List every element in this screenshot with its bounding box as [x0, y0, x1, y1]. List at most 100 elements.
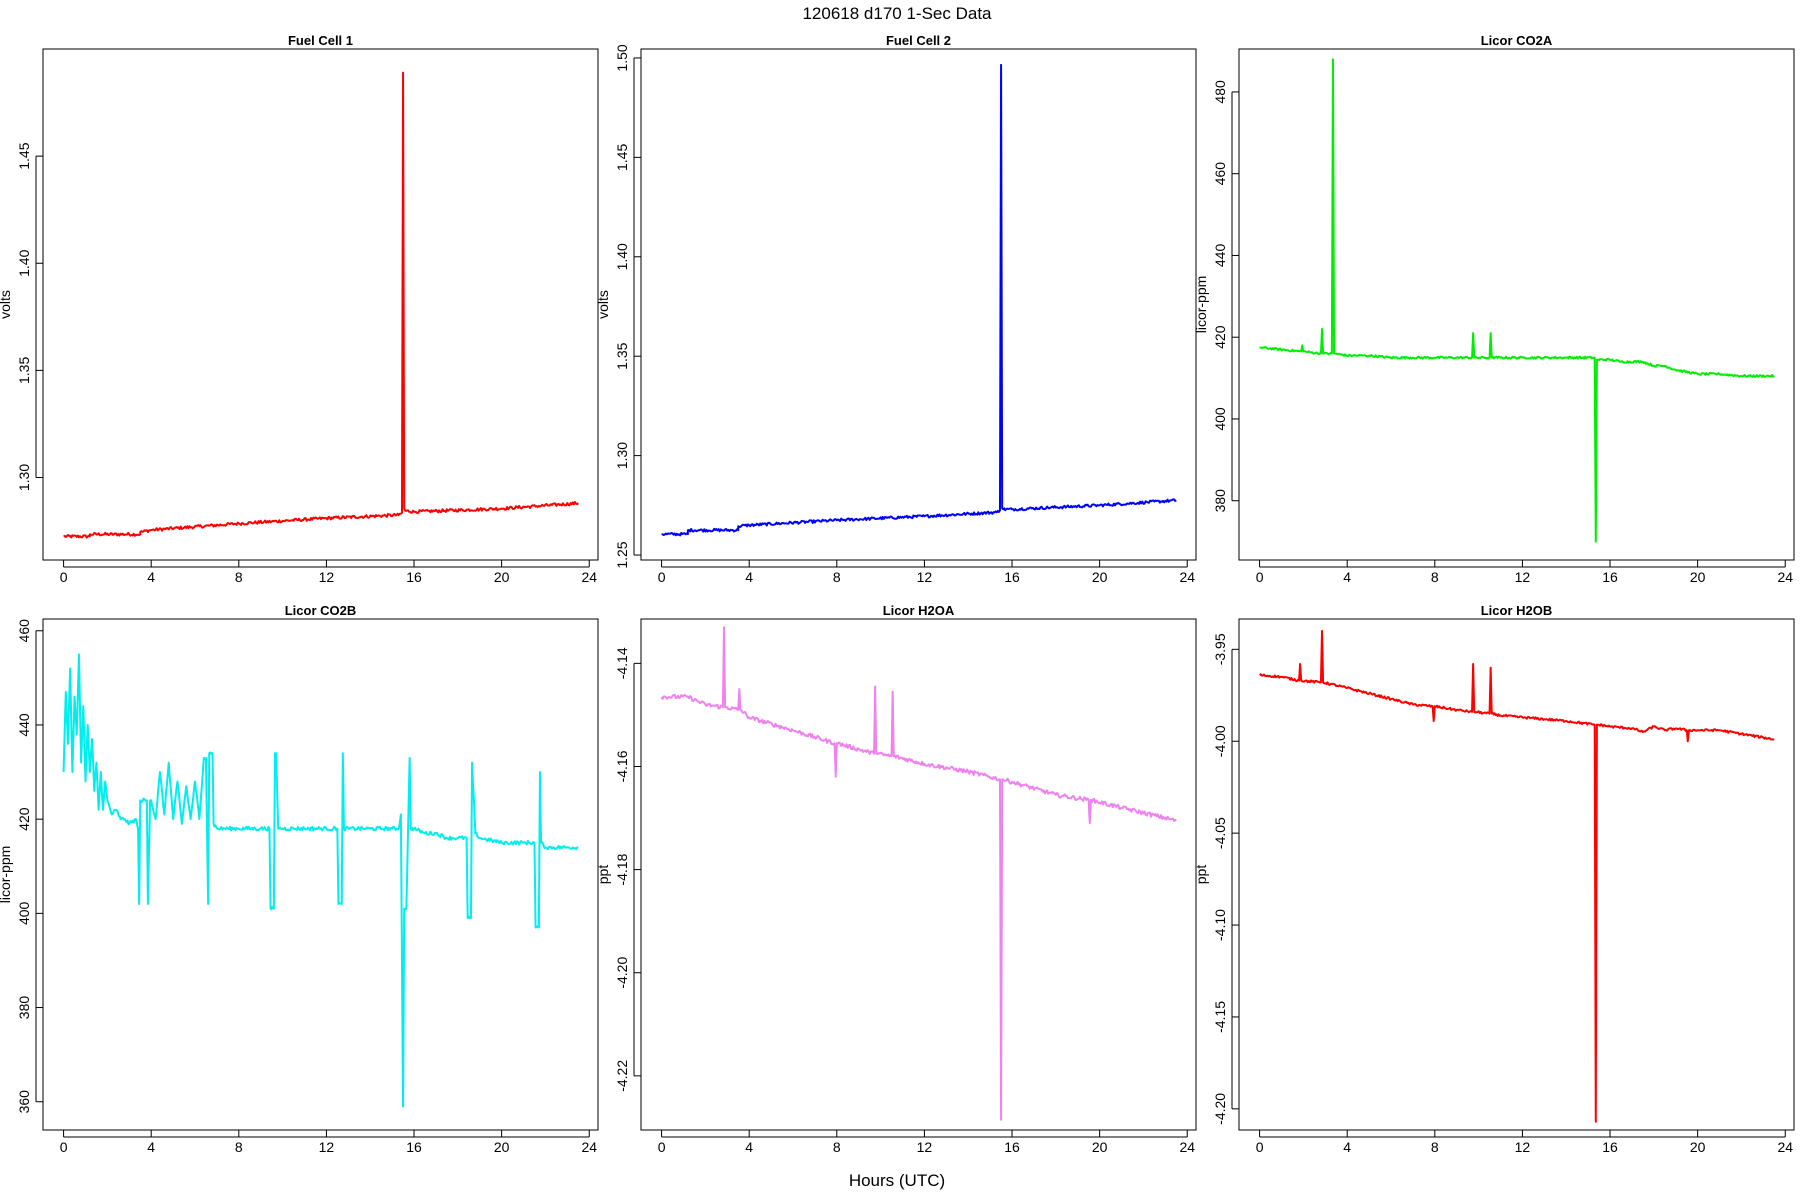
y-tick-label: 1.35	[16, 357, 32, 384]
x-tick-label: 8	[235, 1139, 243, 1155]
plot-frame	[640, 48, 1197, 561]
y-tick-label: -4.05	[1212, 817, 1228, 849]
x-tick-label: 24	[581, 1139, 597, 1155]
plot-frame	[42, 48, 599, 561]
panel-2: Licor CO2A licor-ppm 0 4 8 12 16 20 24 380 400 420 4…	[1193, 33, 1795, 585]
series-line	[63, 71, 579, 539]
plot-frame	[640, 618, 1197, 1131]
y-axis-label: ppt	[1193, 865, 1209, 885]
y-tick-label: 380	[16, 996, 32, 1020]
x-tick-label: 4	[745, 569, 753, 585]
y-tick-label: 420	[1212, 325, 1228, 349]
panel-title: Licor CO2B	[285, 603, 357, 618]
panel-4: Licor H2OA ppt 0 4 8 12 16 20 24 -4.22 -4.20 -4.18 -…	[595, 603, 1197, 1155]
x-tick-label: 16	[1602, 569, 1618, 585]
y-tick-label: -3.95	[1212, 633, 1228, 665]
x-tick-label: 12	[1515, 1139, 1531, 1155]
x-tick-label: 24	[1777, 1139, 1793, 1155]
y-tick-label: -4.22	[614, 1060, 630, 1092]
x-tick-label: 12	[319, 569, 335, 585]
x-tick-label: 12	[917, 569, 933, 585]
x-tick-label: 20	[1092, 569, 1108, 585]
y-tick-label: 420	[16, 807, 32, 831]
series-line	[1259, 629, 1775, 1123]
x-tick-label: 8	[1431, 569, 1439, 585]
y-tick-label: 1.45	[614, 144, 630, 171]
x-tick-label: 12	[319, 1139, 335, 1155]
x-tick-label: 24	[1777, 569, 1793, 585]
x-tick-label: 0	[60, 1139, 68, 1155]
x-tick-label: 4	[147, 569, 155, 585]
y-tick-label: -4.14	[614, 647, 630, 679]
series-line	[660, 626, 1177, 1121]
x-tick-label: 8	[833, 1139, 841, 1155]
y-axis-label: licor-ppm	[0, 846, 13, 904]
x-tick-label: 16	[406, 1139, 422, 1155]
y-tick-label: 1.30	[16, 464, 32, 491]
panel-title: Licor H2OA	[883, 603, 955, 618]
panel-3: Licor CO2B licor-ppm 0 4 8 12 16 20 24 360 380 400 4…	[0, 603, 599, 1155]
y-tick-label: 1.40	[614, 243, 630, 270]
y-tick-label: 400	[16, 901, 32, 925]
x-tick-label: 20	[494, 1139, 510, 1155]
x-tick-label: 16	[1004, 1139, 1020, 1155]
panel-1: Fuel Cell 2 volts 0 4 8 12 16 20 24 1.25 1.30 1.35 1…	[595, 33, 1197, 585]
y-tick-label: 1.50	[614, 44, 630, 71]
y-tick-label: 1.30	[614, 442, 630, 469]
chart-panels: Fuel Cell 1 volts 0 4 8 12 16 20 24 1.30 1.35 1.40 1…	[0, 33, 1795, 1155]
figure-title: 120618 d170 1-Sec Data	[802, 4, 992, 23]
panel-0: Fuel Cell 1 volts 0 4 8 12 16 20 24 1.30 1.35 1.40 1…	[0, 33, 599, 585]
x-tick-label: 0	[658, 1139, 666, 1155]
y-tick-label: 440	[1212, 244, 1228, 268]
series-line	[1259, 58, 1775, 543]
x-tick-label: 20	[494, 569, 510, 585]
y-tick-label: 1.35	[614, 342, 630, 369]
x-tick-label: 24	[1179, 569, 1195, 585]
x-tick-label: 24	[581, 569, 597, 585]
series-line	[661, 63, 1177, 537]
x-tick-label: 4	[147, 1139, 155, 1155]
x-tick-label: 24	[1179, 1139, 1195, 1155]
x-tick-label: 8	[235, 569, 243, 585]
x-tick-label: 16	[406, 569, 422, 585]
y-tick-label: 380	[1212, 489, 1228, 513]
panel-5: Licor H2OB ppt 0 4 8 12 16 20 24 -4.20 -4.15 -4.10 -…	[1193, 603, 1795, 1155]
y-tick-label: 460	[1212, 162, 1228, 186]
x-tick-label: 0	[60, 569, 68, 585]
y-tick-label: -4.16	[614, 750, 630, 782]
plot-frame	[42, 618, 599, 1131]
y-tick-label: 400	[1212, 407, 1228, 431]
x-tick-label: 4	[1343, 569, 1351, 585]
y-tick-label: -4.00	[1212, 725, 1228, 757]
x-tick-label: 12	[1515, 569, 1531, 585]
y-axis-label: volts	[0, 290, 13, 319]
y-tick-label: 1.25	[614, 541, 630, 568]
y-tick-label: -4.10	[1212, 909, 1228, 941]
y-tick-label: 1.45	[16, 142, 32, 169]
panel-title: Fuel Cell 1	[288, 33, 353, 48]
y-tick-label: -4.20	[614, 957, 630, 989]
x-tick-label: 4	[745, 1139, 753, 1155]
x-tick-label: 20	[1092, 1139, 1108, 1155]
panel-title: Fuel Cell 2	[886, 33, 951, 48]
y-tick-label: 460	[16, 619, 32, 643]
y-tick-label: -4.15	[1212, 1001, 1228, 1033]
y-tick-label: 480	[1212, 80, 1228, 104]
y-tick-label: -4.20	[1212, 1093, 1228, 1125]
x-tick-label: 0	[1256, 1139, 1264, 1155]
y-axis-label: licor-ppm	[1193, 276, 1209, 334]
panel-title: Licor CO2A	[1481, 33, 1553, 48]
y-tick-label: 1.40	[16, 249, 32, 276]
plot-frame	[1238, 48, 1795, 561]
series-line	[62, 653, 579, 1108]
panel-title: Licor H2OB	[1481, 603, 1553, 618]
x-tick-label: 20	[1690, 569, 1706, 585]
x-tick-label: 16	[1004, 569, 1020, 585]
x-tick-label: 0	[658, 569, 666, 585]
x-tick-label: 8	[833, 569, 841, 585]
x-tick-label: 0	[1256, 569, 1264, 585]
x-tick-label: 20	[1690, 1139, 1706, 1155]
x-tick-label: 8	[1431, 1139, 1439, 1155]
plot-frame	[1238, 618, 1795, 1131]
